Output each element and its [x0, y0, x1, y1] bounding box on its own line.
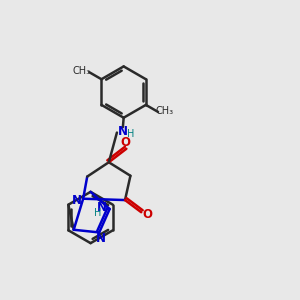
- Text: N: N: [118, 125, 128, 138]
- Text: O: O: [120, 136, 130, 149]
- Text: N: N: [96, 232, 106, 245]
- Text: N: N: [72, 194, 82, 207]
- Text: H: H: [127, 129, 134, 139]
- Text: O: O: [142, 208, 152, 221]
- Text: CH₃: CH₃: [73, 66, 91, 76]
- Text: H: H: [94, 208, 101, 218]
- Text: N: N: [97, 201, 107, 214]
- Text: CH₃: CH₃: [156, 106, 174, 116]
